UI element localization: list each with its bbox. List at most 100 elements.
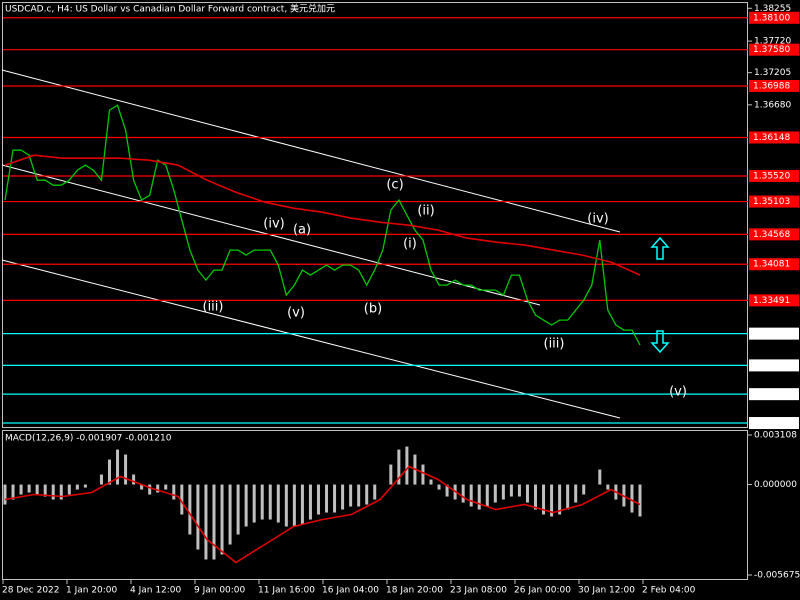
histogram-bar <box>212 484 216 560</box>
histogram-bar <box>333 484 337 513</box>
histogram-bar <box>517 484 521 497</box>
histogram-bar <box>461 484 465 503</box>
histogram-bar <box>204 484 208 560</box>
y-tick-label: 1.38255 <box>754 4 791 14</box>
histogram-bar <box>501 484 505 500</box>
wave-label: (c) <box>386 178 403 193</box>
level-label-box <box>749 388 799 401</box>
wave-label: (iii) <box>203 300 224 315</box>
x-tick-label: 18 Jan 20:00 <box>386 586 443 596</box>
histogram-bar <box>469 484 473 507</box>
histogram-bar <box>99 474 103 485</box>
x-tick-label: 9 Jan 00:00 <box>194 586 246 596</box>
histogram-bar <box>188 484 192 535</box>
y-tick-label: 1.37205 <box>754 68 791 78</box>
x-tick-label: 1 Jan 20:00 <box>66 586 118 596</box>
channel-line <box>1 259 621 419</box>
level-label-box <box>749 327 799 340</box>
histogram-bar <box>107 459 111 485</box>
histogram-bar <box>606 484 610 490</box>
y-tick-label: 1.37720 <box>754 37 791 47</box>
histogram-bar <box>598 469 602 485</box>
histogram-bar <box>132 474 136 485</box>
histogram-bar <box>485 484 489 507</box>
histogram-bar <box>389 464 393 485</box>
up-arrow <box>650 236 670 260</box>
histogram-bar <box>67 484 71 495</box>
histogram-bar <box>196 484 200 550</box>
x-tick-label: 4 Jan 12:00 <box>130 586 182 596</box>
histogram-bar <box>566 484 570 510</box>
level-label: 1.36988 <box>753 81 790 91</box>
histogram-bar <box>493 484 497 503</box>
histogram-bar <box>357 484 361 507</box>
histogram-bar <box>582 484 586 495</box>
histogram-bar <box>148 484 152 495</box>
main-frame <box>2 2 748 428</box>
channel-line <box>1 69 621 233</box>
histogram-bar <box>558 484 562 515</box>
histogram-bar <box>252 484 256 523</box>
level-label-box <box>749 359 799 372</box>
channel <box>1 69 621 419</box>
histogram-bar <box>534 484 538 510</box>
histogram-bar <box>341 484 345 510</box>
channel-line <box>1 164 541 306</box>
wave-label: (ii) <box>417 204 434 219</box>
histogram-bar <box>542 484 546 515</box>
level-label: 1.35103 <box>753 197 790 207</box>
level-label-box <box>749 417 799 430</box>
level-label-box <box>749 79 799 92</box>
wave-label: (v) <box>287 306 305 321</box>
histogram-bar <box>244 484 248 527</box>
histogram-bar <box>308 484 312 520</box>
wave-label: (iii) <box>544 337 565 352</box>
y-tick-label: 0.003108 <box>754 431 797 441</box>
macd-frame <box>2 430 748 580</box>
level-label-box <box>749 228 799 241</box>
histogram-bar <box>300 484 304 525</box>
histogram-bar <box>236 484 240 535</box>
level-label: 1.38100 <box>753 13 790 23</box>
histogram-bar <box>429 479 433 485</box>
level-label: 1.33491 <box>753 296 790 306</box>
wave-label: (iv) <box>587 212 608 227</box>
level-label-box <box>749 294 799 307</box>
histogram-bar <box>525 484 529 503</box>
histogram-bar <box>59 484 63 500</box>
histogram-bar <box>373 484 377 500</box>
level-label: 1.36148 <box>753 133 790 143</box>
histogram-bar <box>228 484 232 545</box>
histogram-bar <box>397 449 401 485</box>
histogram-bar <box>574 484 578 503</box>
histogram-bar <box>630 484 634 513</box>
histogram-bar <box>509 484 513 497</box>
x-tick-label: 26 Jan 00:00 <box>514 586 571 596</box>
histogram-bar <box>437 484 441 490</box>
histogram-bar <box>292 484 296 527</box>
histogram-bar <box>445 484 449 497</box>
wave-label: (a) <box>293 223 311 238</box>
histogram-bar <box>276 484 280 523</box>
level-label-box <box>749 195 799 208</box>
histogram-bar <box>11 484 15 500</box>
histogram-bar <box>477 484 481 510</box>
histogram-bar <box>164 484 168 490</box>
level-label: 1.35520 <box>753 171 790 181</box>
level-label-box <box>749 43 799 56</box>
level-label-box <box>749 11 799 24</box>
indicator-label: MACD(12,26,9) -0.001907 -0.001210 <box>5 434 172 444</box>
y-tick-label: 1.36680 <box>754 100 791 110</box>
histogram-bar <box>3 484 7 505</box>
level-label-box <box>749 169 799 182</box>
histogram-bar <box>180 484 184 515</box>
level-label: 1.34081 <box>753 260 790 270</box>
wave-label: (i) <box>403 237 417 252</box>
histogram-bar <box>51 484 55 500</box>
series-line <box>4 104 641 346</box>
histogram-bar <box>260 484 264 520</box>
x-tick-label: 28 Dec 2022 <box>2 586 60 596</box>
level-label-box <box>749 258 799 271</box>
histogram-bar <box>19 484 23 495</box>
